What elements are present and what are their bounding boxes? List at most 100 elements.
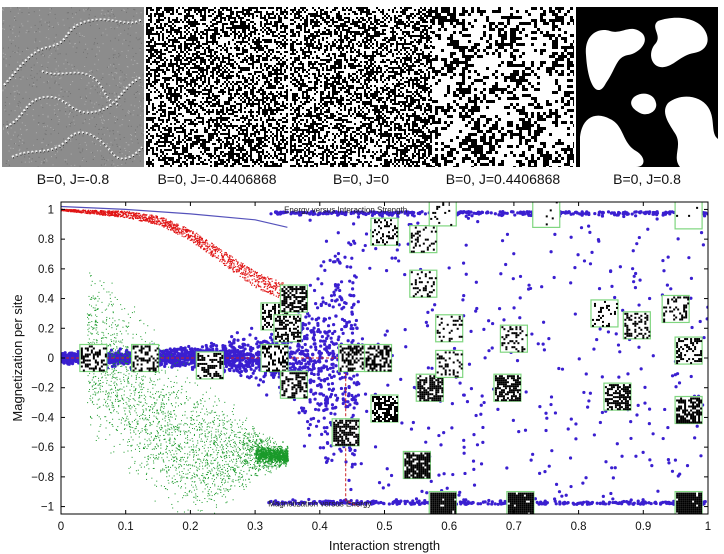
data-point bbox=[256, 345, 260, 349]
data-point bbox=[195, 425, 197, 427]
data-point bbox=[490, 346, 494, 350]
data-point bbox=[387, 483, 391, 487]
data-point bbox=[597, 287, 602, 291]
data-point bbox=[465, 400, 470, 404]
data-point bbox=[229, 267, 232, 269]
data-point bbox=[236, 352, 241, 357]
data-point bbox=[442, 472, 446, 476]
data-point bbox=[200, 481, 202, 483]
data-point bbox=[186, 358, 190, 362]
data-point bbox=[341, 392, 345, 396]
data-point bbox=[500, 213, 504, 218]
data-point bbox=[216, 248, 218, 251]
data-point bbox=[328, 395, 333, 399]
data-point bbox=[190, 234, 192, 237]
data-point bbox=[212, 462, 214, 464]
data-point bbox=[96, 211, 98, 213]
data-point bbox=[598, 501, 602, 506]
data-point bbox=[350, 462, 355, 466]
data-point bbox=[275, 288, 277, 290]
data-point bbox=[265, 283, 267, 286]
data-point bbox=[505, 466, 509, 470]
data-point bbox=[155, 222, 157, 225]
snapshot-caption: B=0, J=0 bbox=[332, 171, 390, 187]
data-point bbox=[242, 337, 246, 341]
plot-area: Energy versus Interaction StrengthMagnet… bbox=[61, 202, 708, 514]
data-point bbox=[202, 473, 204, 475]
data-point bbox=[244, 369, 248, 373]
data-point bbox=[70, 362, 75, 366]
data-point bbox=[403, 327, 407, 332]
data-point bbox=[319, 384, 323, 388]
data-point bbox=[223, 488, 225, 490]
data-point bbox=[308, 433, 312, 437]
data-point bbox=[233, 358, 237, 363]
data-point bbox=[102, 213, 104, 216]
data-point bbox=[229, 265, 231, 267]
data-point bbox=[579, 226, 584, 230]
data-point bbox=[221, 261, 223, 263]
data-point bbox=[221, 250, 223, 252]
data-point bbox=[670, 374, 675, 378]
data-point bbox=[215, 246, 217, 248]
data-point bbox=[223, 253, 226, 255]
data-point bbox=[364, 232, 369, 236]
data-point bbox=[160, 404, 162, 406]
data-point bbox=[342, 305, 346, 309]
data-point bbox=[272, 287, 274, 289]
data-point bbox=[140, 220, 142, 222]
data-point bbox=[346, 339, 350, 343]
data-point bbox=[597, 239, 601, 243]
data-point bbox=[505, 232, 510, 236]
snapshot-tile bbox=[290, 7, 432, 167]
data-point bbox=[333, 282, 338, 287]
data-point bbox=[450, 402, 454, 406]
data-point bbox=[363, 392, 368, 396]
data-point bbox=[477, 210, 481, 214]
data-point bbox=[281, 282, 283, 284]
data-point bbox=[426, 366, 430, 370]
data-point bbox=[126, 216, 128, 218]
data-point bbox=[161, 219, 164, 222]
data-point bbox=[656, 489, 660, 493]
data-point bbox=[255, 280, 257, 282]
data-point bbox=[341, 331, 345, 335]
data-point bbox=[547, 337, 551, 341]
data-point bbox=[393, 256, 398, 260]
data-point bbox=[205, 239, 207, 241]
data-point bbox=[230, 359, 235, 363]
data-point bbox=[89, 209, 92, 212]
data-point bbox=[178, 227, 180, 229]
data-point bbox=[233, 262, 235, 264]
data-point bbox=[447, 266, 451, 270]
data-point bbox=[254, 366, 258, 370]
data-point bbox=[266, 283, 268, 285]
data-point bbox=[145, 332, 147, 334]
data-point bbox=[242, 262, 244, 265]
data-point bbox=[205, 248, 207, 250]
data-point bbox=[123, 386, 125, 388]
data-point bbox=[472, 211, 476, 215]
data-point bbox=[220, 249, 222, 251]
data-point bbox=[305, 337, 309, 341]
data-point bbox=[346, 400, 350, 404]
data-point bbox=[198, 241, 201, 244]
data-point bbox=[347, 385, 351, 390]
data-point bbox=[322, 416, 326, 420]
data-point bbox=[181, 348, 185, 352]
data-point bbox=[150, 215, 153, 217]
data-point bbox=[199, 235, 201, 237]
data-point bbox=[267, 280, 269, 282]
data-point bbox=[622, 214, 626, 219]
data-point bbox=[617, 375, 621, 379]
data-point bbox=[478, 502, 483, 506]
data-point bbox=[209, 244, 211, 246]
data-point bbox=[294, 360, 298, 365]
data-point bbox=[138, 219, 140, 222]
data-point bbox=[159, 218, 161, 220]
data-point bbox=[150, 220, 152, 223]
data-point bbox=[329, 294, 334, 298]
data-point bbox=[331, 349, 335, 353]
data-point bbox=[195, 244, 197, 246]
data-point bbox=[554, 502, 558, 506]
